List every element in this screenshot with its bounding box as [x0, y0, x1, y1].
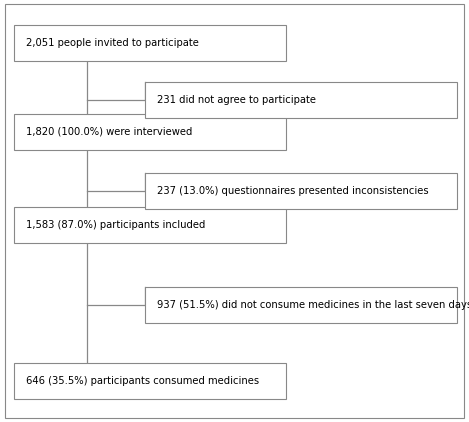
- FancyBboxPatch shape: [5, 4, 464, 418]
- Text: 231 did not agree to participate: 231 did not agree to participate: [157, 95, 316, 105]
- FancyBboxPatch shape: [145, 82, 457, 118]
- Text: 237 (13.0%) questionnaires presented inconsistencies: 237 (13.0%) questionnaires presented inc…: [157, 186, 429, 196]
- Text: 2,051 people invited to participate: 2,051 people invited to participate: [26, 38, 199, 48]
- FancyBboxPatch shape: [145, 173, 457, 209]
- FancyBboxPatch shape: [14, 25, 286, 61]
- Text: 646 (35.5%) participants consumed medicines: 646 (35.5%) participants consumed medici…: [26, 376, 259, 386]
- FancyBboxPatch shape: [145, 287, 457, 323]
- FancyBboxPatch shape: [14, 363, 286, 399]
- Text: 1,583 (87.0%) participants included: 1,583 (87.0%) participants included: [26, 220, 205, 230]
- Text: 1,820 (100.0%) were interviewed: 1,820 (100.0%) were interviewed: [26, 127, 192, 137]
- FancyBboxPatch shape: [14, 207, 286, 243]
- FancyBboxPatch shape: [14, 114, 286, 150]
- Text: 937 (51.5%) did not consume medicines in the last seven days: 937 (51.5%) did not consume medicines in…: [157, 300, 469, 310]
